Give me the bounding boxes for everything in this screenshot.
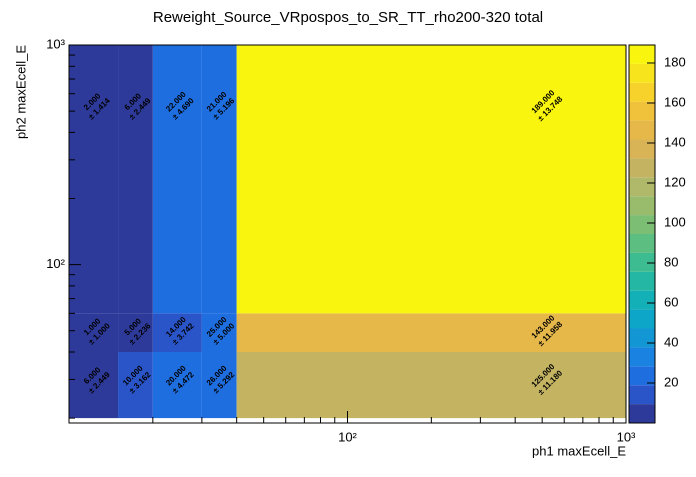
cell <box>69 351 119 419</box>
color-bar-step <box>629 63 655 83</box>
color-bar-step <box>629 45 655 64</box>
color-bar-step <box>629 139 655 159</box>
y-axis-title: ph2 maxEcell_E <box>13 45 28 139</box>
cell <box>118 351 153 419</box>
z-tick-label: 120 <box>664 174 686 189</box>
z-tick-label: 140 <box>664 134 686 149</box>
color-bar-step <box>629 177 655 197</box>
color-bar-step <box>629 290 655 310</box>
cell <box>69 45 119 314</box>
cell <box>236 313 626 352</box>
z-tick-label: 80 <box>664 254 678 269</box>
color-bar-step <box>629 271 655 291</box>
cell <box>236 351 626 419</box>
cell <box>201 351 237 419</box>
color-bar-step <box>629 252 655 272</box>
color-bar-step <box>629 328 655 348</box>
color-bar-step <box>629 234 655 253</box>
x-tick-label: 10² <box>338 429 357 444</box>
x-tick-label: 10³ <box>617 429 636 444</box>
chart-title: Reweight_Source_VRpospos_to_SR_TT_rho200… <box>153 9 543 26</box>
cell <box>152 45 202 314</box>
z-tick-label: 40 <box>664 334 678 349</box>
cell <box>201 45 237 314</box>
cell <box>69 313 119 352</box>
color-bar-step <box>629 120 655 140</box>
cell <box>236 45 626 314</box>
z-tick-label: 60 <box>664 294 678 309</box>
z-tick-label: 20 <box>664 374 678 389</box>
z-tick-label: 100 <box>664 214 686 229</box>
color-bar-step <box>629 82 655 102</box>
color-bar-step <box>629 309 655 329</box>
color-bar-step <box>629 404 655 423</box>
color-bar-step <box>629 158 655 178</box>
cell <box>152 351 202 419</box>
color-bar-step <box>629 347 655 367</box>
color-bar-frame <box>628 44 656 424</box>
y-tick-label: 10² <box>46 256 65 271</box>
z-tick-label: 180 <box>664 54 686 69</box>
color-bar-step <box>629 101 655 121</box>
color-bar-step <box>629 385 655 405</box>
y-tick-label: 10³ <box>46 36 65 51</box>
cell <box>118 45 153 314</box>
color-bar-step <box>629 215 655 234</box>
cell <box>201 313 237 352</box>
color-bar-step <box>629 366 655 386</box>
color-bar-step <box>629 196 655 216</box>
cell <box>152 313 202 352</box>
x-axis-title: ph1 maxEcell_E <box>532 443 626 458</box>
cell <box>118 313 153 352</box>
z-tick-label: 160 <box>664 94 686 109</box>
